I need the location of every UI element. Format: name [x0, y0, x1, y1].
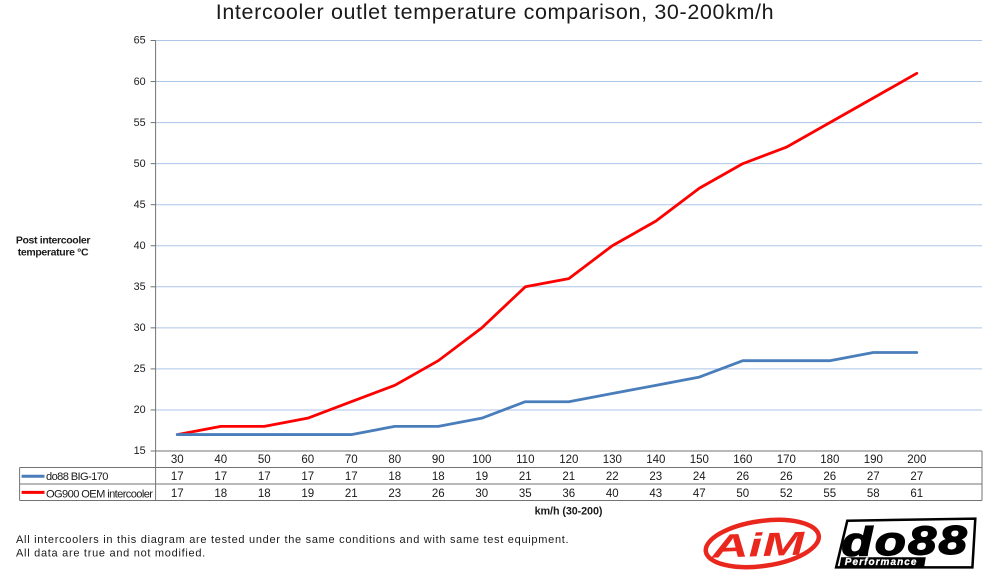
svg-text:24: 24	[693, 471, 706, 483]
svg-text:60: 60	[301, 454, 314, 466]
svg-text:18: 18	[432, 471, 445, 483]
svg-text:43: 43	[649, 488, 662, 500]
svg-text:OG900 OEM intercooler: OG900 OEM intercooler	[46, 488, 153, 500]
svg-text:45: 45	[134, 199, 146, 211]
svg-text:21: 21	[519, 471, 532, 483]
svg-text:26: 26	[780, 471, 793, 483]
svg-text:All intercoolers in this diagr: All intercoolers in this diagram are tes…	[16, 534, 569, 546]
svg-text:temperature °C: temperature °C	[18, 246, 89, 258]
svg-text:22: 22	[606, 471, 619, 483]
svg-text:20: 20	[134, 404, 146, 416]
svg-text:Intercooler outlet temperature: Intercooler outlet temperature compariso…	[216, 0, 775, 24]
svg-text:55: 55	[823, 488, 836, 500]
svg-text:52: 52	[780, 488, 793, 500]
svg-text:180: 180	[820, 454, 839, 466]
svg-text:40: 40	[214, 454, 227, 466]
svg-text:47: 47	[693, 488, 706, 500]
svg-text:Post intercooler: Post intercooler	[16, 234, 91, 246]
svg-text:26: 26	[432, 488, 445, 500]
svg-text:26: 26	[823, 471, 836, 483]
svg-text:17: 17	[171, 488, 184, 500]
svg-text:18: 18	[388, 471, 401, 483]
svg-text:80: 80	[388, 454, 401, 466]
svg-text:40: 40	[134, 240, 146, 252]
svg-text:36: 36	[562, 488, 575, 500]
svg-text:27: 27	[910, 471, 923, 483]
svg-text:25: 25	[134, 363, 146, 375]
svg-text:110: 110	[516, 454, 534, 466]
svg-text:18: 18	[258, 488, 271, 500]
svg-text:140: 140	[646, 454, 665, 466]
svg-text:19: 19	[301, 488, 314, 500]
svg-text:km/h (30-200): km/h (30-200)	[535, 506, 603, 518]
svg-text:21: 21	[345, 488, 358, 500]
svg-text:17: 17	[171, 471, 184, 483]
svg-text:58: 58	[867, 488, 880, 500]
svg-text:100: 100	[472, 454, 491, 466]
svg-text:50: 50	[258, 454, 271, 466]
svg-text:23: 23	[388, 488, 401, 500]
svg-text:150: 150	[690, 454, 709, 466]
svg-text:All data are true and not modi: All data are true and not modified.	[16, 547, 206, 559]
svg-text:17: 17	[345, 471, 358, 483]
svg-text:170: 170	[777, 454, 796, 466]
svg-text:35: 35	[134, 281, 146, 293]
svg-text:30: 30	[475, 488, 488, 500]
svg-text:50: 50	[736, 488, 749, 500]
svg-text:18: 18	[214, 488, 227, 500]
svg-text:30: 30	[171, 454, 184, 466]
svg-text:61: 61	[910, 488, 923, 500]
svg-text:27: 27	[867, 471, 880, 483]
svg-text:15: 15	[134, 445, 146, 457]
svg-text:50: 50	[134, 158, 146, 170]
svg-text:65: 65	[134, 35, 146, 47]
svg-text:200: 200	[907, 454, 926, 466]
svg-text:90: 90	[432, 454, 445, 466]
svg-text:70: 70	[345, 454, 358, 466]
svg-text:160: 160	[733, 454, 752, 466]
svg-text:130: 130	[603, 454, 622, 466]
svg-text:26: 26	[736, 471, 749, 483]
svg-text:23: 23	[649, 471, 662, 483]
svg-text:17: 17	[301, 471, 314, 483]
svg-text:190: 190	[864, 454, 883, 466]
svg-text:35: 35	[519, 488, 532, 500]
svg-text:60: 60	[134, 76, 146, 88]
svg-text:55: 55	[134, 117, 146, 129]
svg-text:30: 30	[134, 322, 146, 334]
svg-text:21: 21	[562, 471, 575, 483]
svg-text:do88 BIG-170: do88 BIG-170	[46, 471, 108, 483]
svg-text:19: 19	[475, 471, 488, 483]
svg-text:120: 120	[559, 454, 578, 466]
svg-text:Performance: Performance	[845, 557, 918, 568]
svg-text:40: 40	[606, 488, 619, 500]
svg-text:17: 17	[214, 471, 227, 483]
svg-text:17: 17	[258, 471, 271, 483]
svg-text:AiM: AiM	[710, 525, 807, 565]
